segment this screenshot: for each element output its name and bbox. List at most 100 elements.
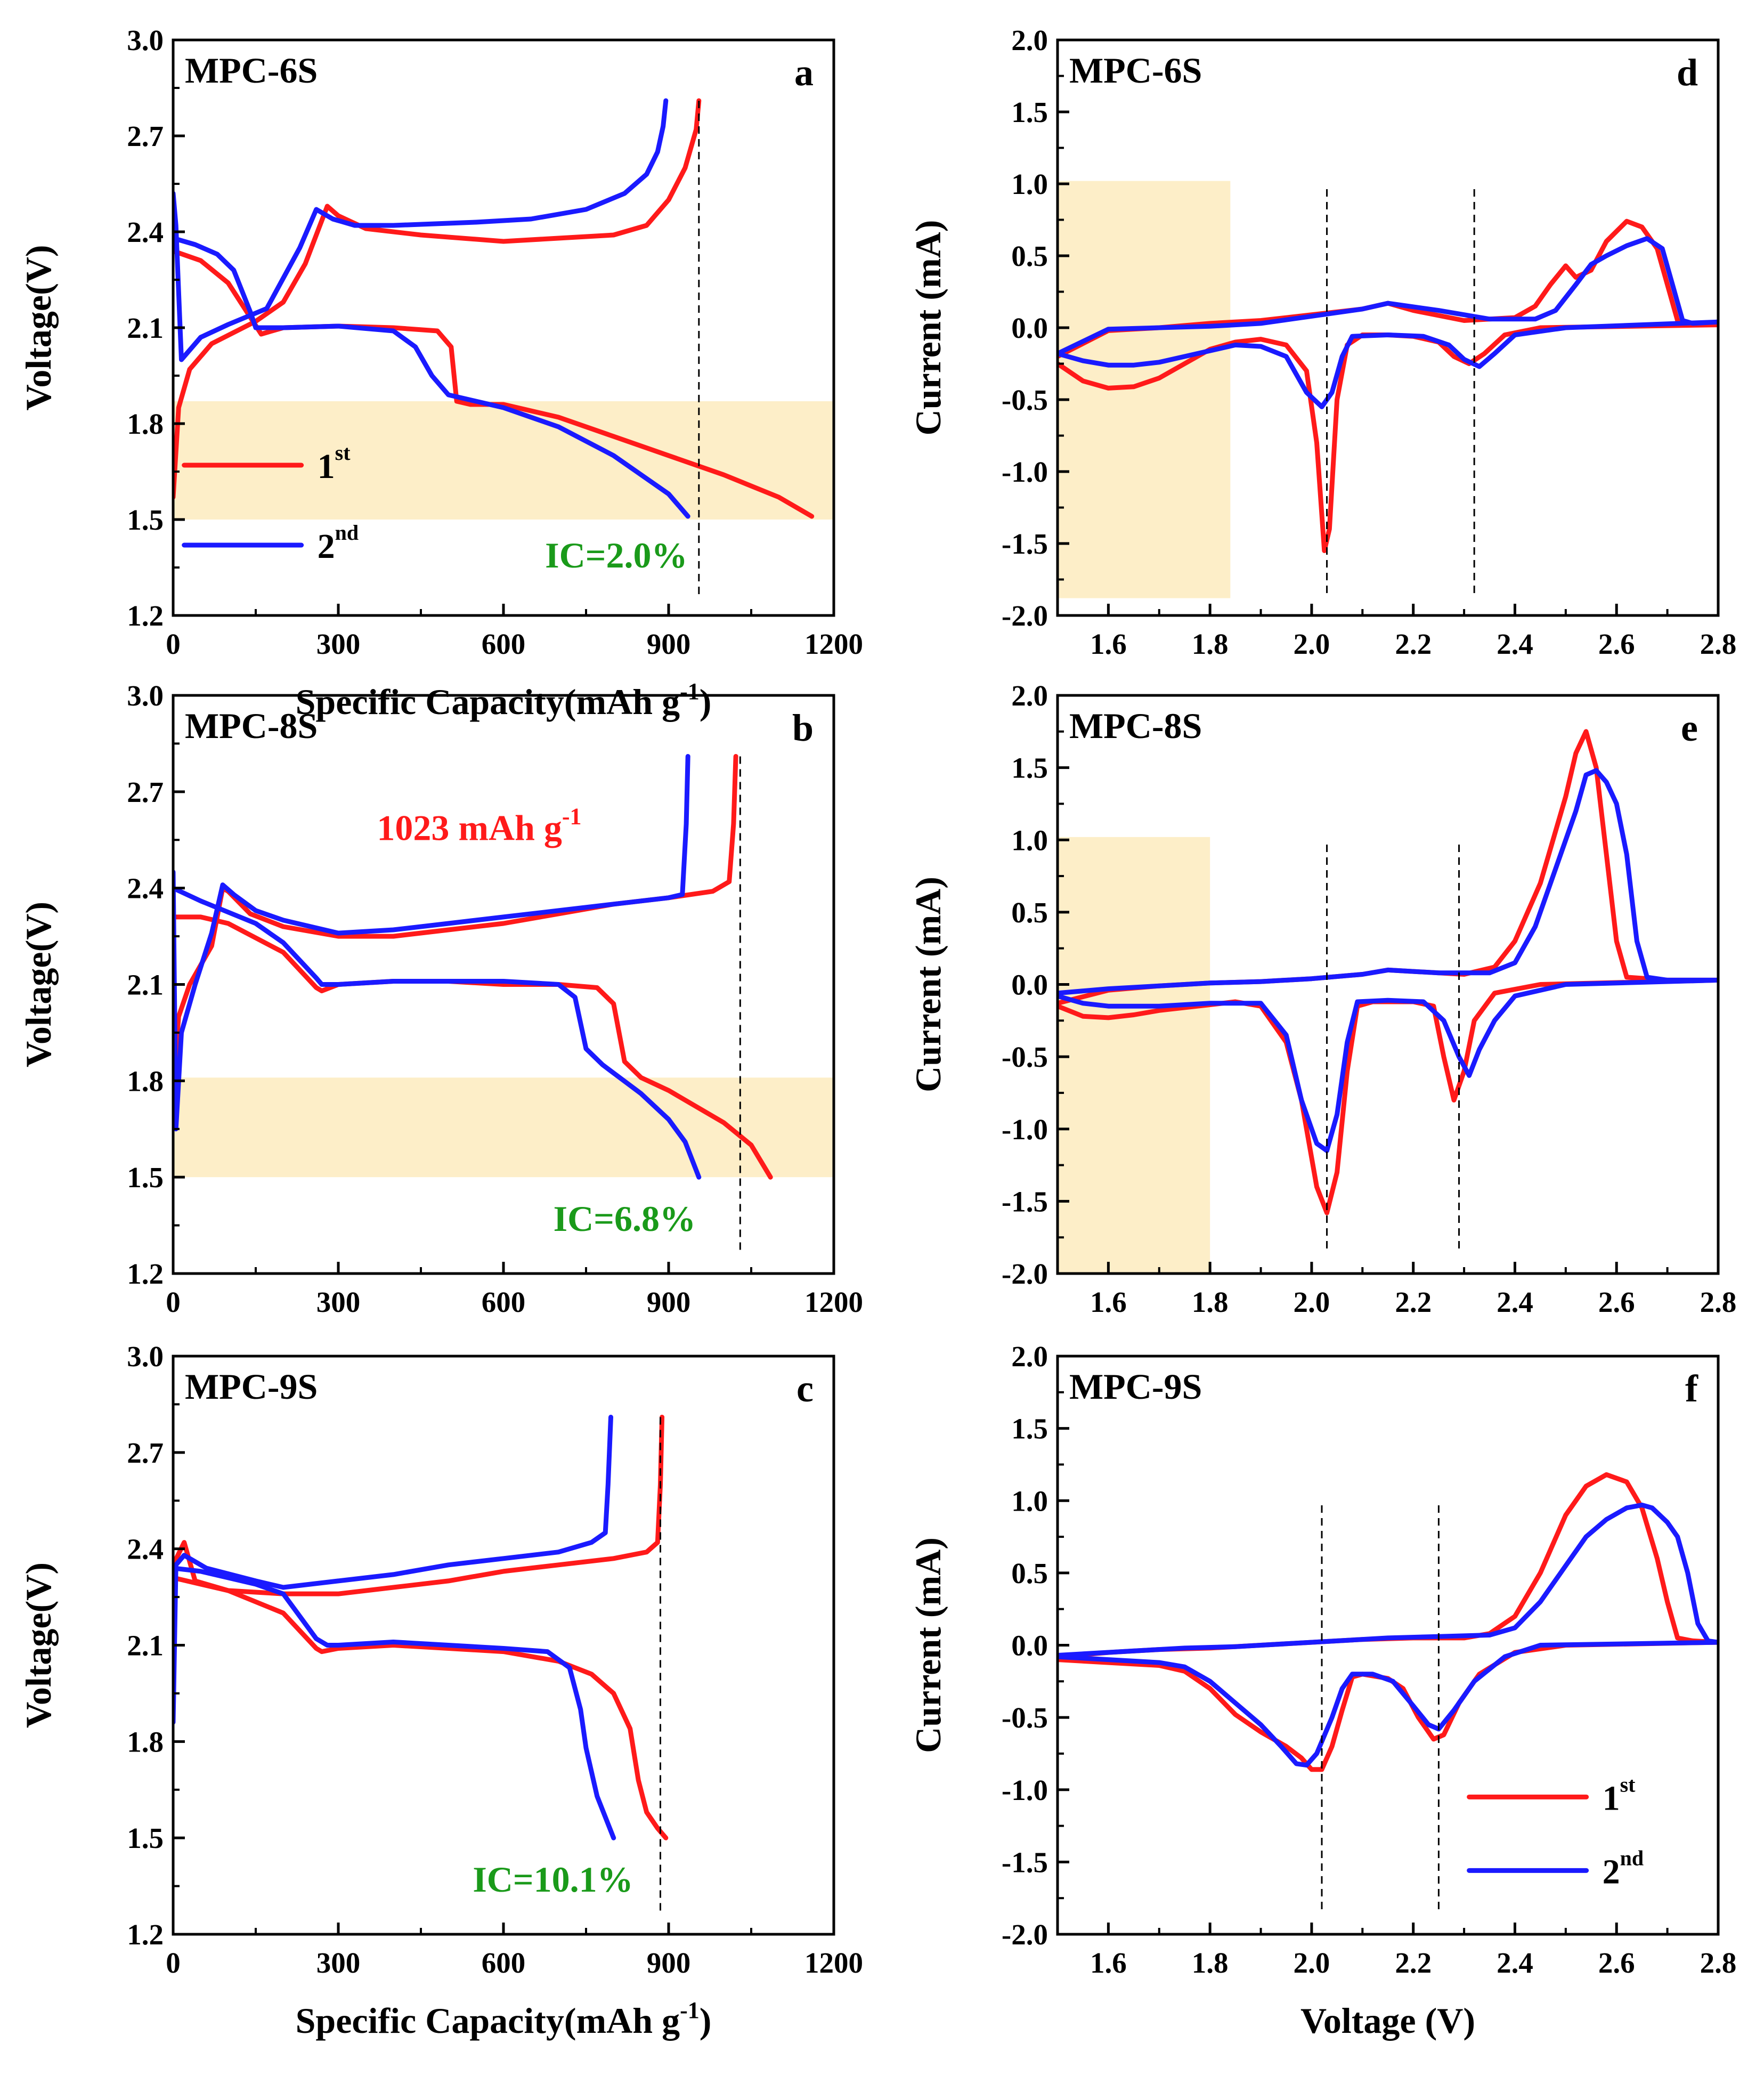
y-axis-title: Current (mA): [908, 220, 948, 436]
y-tick-label: 3.0: [127, 679, 164, 712]
y-tick-label: -1.0: [1002, 1113, 1048, 1146]
series-line-second: [1058, 768, 1718, 1153]
x-tick-label: 600: [482, 628, 526, 660]
y-tick-label: 1.5: [1011, 96, 1048, 128]
series-line-second: [173, 754, 690, 1132]
y-tick-label: 3.0: [127, 1340, 164, 1373]
series-line-second: [1058, 1502, 1718, 1768]
x-tick-label: 2.0: [1294, 628, 1330, 660]
sample-name: MPC-6S: [1069, 50, 1202, 91]
x-tick-label: 300: [316, 628, 361, 660]
y-tick-label: -0.5: [1002, 384, 1048, 416]
x-tick-label: 2.4: [1497, 1947, 1533, 1979]
y-tick-label: -1.5: [1002, 1846, 1048, 1878]
panel-a: 0 300 600 900 1200 1.2 1.5 1.8 2.1 2.4 2.7 3.0 Volta…: [18, 24, 863, 722]
y-axis-title: Voltage(V): [18, 902, 59, 1067]
series-line-first: [173, 1575, 669, 1840]
sample-name: MPC-9S: [1069, 1366, 1202, 1407]
x-tick-label: 1.8: [1192, 1947, 1229, 1979]
y-tick-label: -2.0: [1002, 599, 1048, 632]
y-tick-label: 2.0: [1011, 1340, 1048, 1373]
series-line-first: [1058, 1472, 1718, 1772]
x-axis-title-superscript: -1: [680, 1997, 700, 2023]
series-line-first: [173, 754, 738, 1090]
x-tick-label: 900: [647, 1286, 691, 1318]
x-tick-label: 600: [482, 1947, 526, 1979]
y-tick-label: 1.2: [127, 1918, 164, 1951]
series-line-first: [173, 248, 815, 519]
x-tick-label: 1.8: [1192, 628, 1229, 660]
axes-frame: [172, 1355, 835, 1936]
y-tick-label: 0.5: [1011, 240, 1048, 272]
y-tick-label: -1.5: [1002, 1185, 1048, 1218]
panel-b: 0 300 600 900 1200 1.2 1.5 1.8 2.1 2.4 2.7 3.0 Volta…: [18, 679, 863, 1318]
panel-letter: c: [796, 1367, 814, 1410]
y-tick-label: 2.4: [127, 872, 164, 905]
y-tick-label: 1.5: [127, 504, 164, 536]
y-tick-label: 2.7: [127, 1437, 164, 1469]
y-tick-label: 1.0: [1011, 824, 1048, 856]
y-tick-label: 1.5: [127, 1161, 164, 1194]
x-tick-label: 1.6: [1090, 1947, 1127, 1979]
x-tick-label: 2.2: [1395, 1947, 1432, 1979]
panel-d: 1.6 1.8 2.0 2.2 2.4 2.6 2.8 -2.0 -1.5 -1.0 -0.5 0.0…: [908, 24, 1736, 660]
y-tick-label: -2.0: [1002, 1918, 1048, 1951]
y-tick-label: 1.5: [127, 1822, 164, 1854]
x-tick-label: 2.0: [1294, 1947, 1330, 1979]
x-tick-label: 2.6: [1598, 1947, 1635, 1979]
x-tick-label: 900: [647, 1947, 691, 1979]
x-tick-label: 2.6: [1598, 1286, 1635, 1318]
panel-f: 1.6 1.8 2.0 2.2 2.4 2.6 2.8 -2.0 -1.5 -1.0 -0.5 0.0…: [908, 1340, 1736, 2041]
legend-label-second: 2nd: [318, 521, 359, 566]
x-tick-label: 1.6: [1090, 628, 1127, 660]
series-line-second: [173, 98, 669, 362]
series-line-first: [173, 98, 702, 500]
y-tick-label: 1.2: [127, 599, 164, 632]
series-line-second: [173, 886, 702, 1180]
x-axis-title: Specific Capacity(mAh g-1): [296, 1997, 712, 2041]
y-tick-label: 0.0: [1011, 969, 1048, 1001]
x-tick-label: 300: [316, 1947, 361, 1979]
y-tick-label: 1.5: [1011, 752, 1048, 784]
legend: 1st 2nd: [1467, 1772, 1644, 1891]
y-tick-label: 0.5: [1011, 896, 1048, 929]
x-tick-label: 1200: [804, 1947, 863, 1979]
x-tick-label: 2.2: [1395, 628, 1432, 660]
y-tick-label: 1.0: [1011, 1485, 1048, 1517]
legend-superscript: nd: [1620, 1846, 1644, 1870]
x-tick-label: 2.8: [1700, 1947, 1737, 1979]
x-tick-label: 2.4: [1497, 1286, 1533, 1318]
legend-superscript: nd: [335, 521, 359, 545]
x-tick-label: 2.8: [1700, 628, 1737, 660]
panel-letter: d: [1677, 51, 1698, 94]
ic-annotation: IC=2.0%: [545, 535, 687, 575]
x-tick-label: 0: [166, 628, 181, 660]
x-tick-label: 1200: [804, 628, 863, 660]
y-tick-label: -0.5: [1002, 1041, 1048, 1073]
y-tick-label: 3.0: [127, 24, 164, 56]
y-tick-label: -1.0: [1002, 1774, 1048, 1806]
y-tick-label: 2.1: [127, 1629, 164, 1662]
ic-annotation: IC=10.1%: [473, 1859, 633, 1900]
x-tick-label: 900: [647, 628, 691, 660]
x-axis-title-end: ): [700, 2000, 712, 2041]
y-tick-label: 1.0: [1011, 168, 1048, 200]
sample-name: MPC-6S: [185, 50, 318, 91]
y-axis-title: Current (mA): [908, 1537, 948, 1753]
highlight-region: [1058, 837, 1210, 1274]
x-tick-label: 2.4: [1497, 628, 1533, 660]
capacity-superscript: -1: [562, 803, 582, 829]
highlight-region: [173, 401, 834, 520]
x-axis-title-end: ): [700, 682, 712, 722]
series-line-first: [173, 1415, 665, 1596]
panel-letter: a: [794, 51, 814, 94]
y-tick-label: -1.5: [1002, 528, 1048, 560]
x-tick-label: 1.8: [1192, 1286, 1229, 1318]
legend-label-second: 2nd: [1603, 1846, 1644, 1891]
x-tick-label: 2.2: [1395, 1286, 1432, 1318]
y-axis-title: Current (mA): [908, 877, 948, 1092]
x-tick-label: 2.6: [1598, 628, 1635, 660]
highlight-region: [173, 1077, 834, 1178]
series-line-second: [1058, 236, 1718, 409]
y-tick-label: 1.2: [127, 1258, 164, 1290]
